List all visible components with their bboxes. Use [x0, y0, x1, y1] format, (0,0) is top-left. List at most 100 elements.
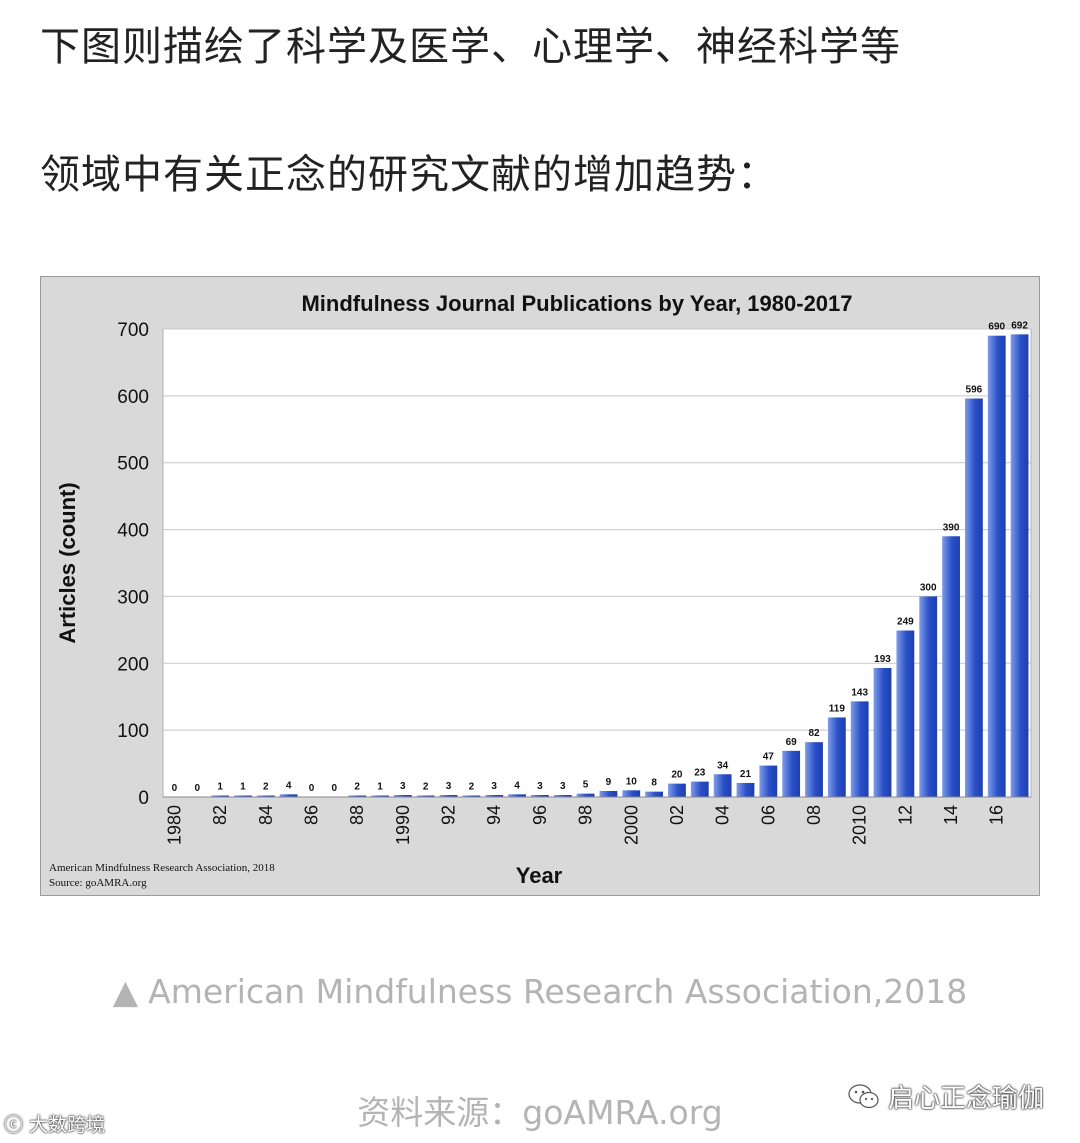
source-note: American Mindfulness Research Associatio…: [49, 862, 275, 874]
bar: [942, 536, 960, 797]
y-tick-label: 400: [117, 521, 149, 542]
bar-value-label: 69: [786, 737, 798, 748]
bar-value-label: 300: [920, 582, 937, 593]
y-tick-label: 700: [117, 320, 149, 341]
bar-value-label: 34: [717, 760, 729, 771]
bar-value-label: 9: [606, 777, 612, 788]
bar-value-label: 0: [309, 783, 315, 794]
bar: [759, 765, 778, 797]
bar-value-label: 390: [943, 522, 960, 533]
bar: [964, 398, 983, 797]
bar-value-label: 596: [966, 385, 983, 396]
bar-value-label: 193: [874, 654, 891, 665]
bar-value-label: 0: [332, 783, 338, 794]
bar: [371, 795, 389, 797]
watermark-right-text: 启心正念瑜伽: [887, 1084, 1044, 1114]
bar-value-label: 143: [851, 687, 868, 698]
bar: [645, 791, 664, 797]
bar: [782, 750, 801, 797]
y-tick-label: 600: [117, 387, 149, 408]
bar: [736, 782, 755, 797]
bar: [919, 596, 938, 797]
bar-value-label: 2: [423, 782, 429, 793]
bar: [393, 794, 412, 797]
bar: [462, 795, 481, 797]
bar: [508, 794, 526, 797]
bar-value-label: 82: [808, 728, 820, 739]
bar: [416, 795, 435, 797]
source-note: Source: goAMRA.org: [49, 877, 147, 889]
bar-value-label: 3: [446, 781, 452, 792]
bar-value-label: 23: [694, 768, 706, 779]
bar-value-label: 0: [194, 783, 200, 794]
bar-value-label: 47: [763, 752, 775, 763]
bar: [256, 795, 275, 797]
watermark-right: 启心正念瑜伽: [848, 1078, 1044, 1115]
bar-chart: 0 100 200 300 400 500 600 700 Mindfulness Journa…: [40, 276, 1040, 896]
bar-value-label: 5: [583, 780, 589, 791]
x-tick-label: 1980: [164, 805, 184, 845]
bar-value-label: 20: [671, 770, 683, 781]
bar-value-label: 249: [897, 617, 914, 628]
bar: [987, 335, 1006, 797]
x-tick-label: 1990: [393, 805, 413, 845]
x-tick-label: 16: [987, 805, 1007, 825]
x-tick-label: 94: [484, 805, 504, 825]
bar-value-label: 1: [240, 782, 246, 793]
bar-value-label: 1: [377, 782, 383, 793]
bar-value-label: 3: [537, 781, 543, 792]
bar: [234, 795, 252, 797]
x-tick-label: 2010: [850, 805, 870, 845]
y-tick-label: 100: [117, 721, 149, 742]
bar: [211, 795, 230, 797]
y-tick-label: 300: [117, 587, 149, 608]
x-tick-label: 92: [439, 805, 459, 825]
y-tick-label: 500: [117, 454, 149, 475]
bar: [485, 794, 504, 797]
wechat-icon: [848, 1083, 879, 1108]
bar-value-label: 4: [286, 780, 292, 791]
bar-value-label: 21: [740, 769, 752, 780]
bar: [827, 717, 846, 797]
x-tick-label: 02: [667, 805, 687, 825]
x-tick-label: 04: [713, 805, 733, 825]
bar-value-label: 1: [217, 782, 223, 793]
bar-value-label: 119: [829, 703, 846, 714]
bar-value-label: 4: [514, 780, 520, 791]
bar: [873, 667, 892, 797]
bar: [850, 701, 869, 797]
x-axis-label: Year: [516, 863, 563, 888]
x-tick-label: 06: [758, 805, 778, 825]
chart-title: Mindfulness Journal Publications by Year…: [301, 291, 852, 316]
x-tick-label: 86: [301, 805, 321, 825]
x-tick-label: 12: [895, 805, 915, 825]
x-tick-label: 98: [576, 805, 596, 825]
bar: [599, 790, 618, 797]
bar-value-label: 3: [560, 781, 566, 792]
x-tick-label: 82: [210, 805, 230, 825]
bar-value-label: 3: [400, 781, 406, 792]
figure-caption: ▲ American Mindfulness Research Associati…: [0, 972, 1080, 1011]
bar-value-label: 0: [172, 783, 178, 794]
bar: [530, 794, 549, 797]
x-tick-label: 84: [256, 805, 276, 825]
bar: [805, 742, 823, 797]
bar-value-label: 10: [626, 776, 638, 787]
bar-value-label: 3: [491, 781, 497, 792]
bar: [668, 783, 686, 797]
y-axis-label: Articles (count): [55, 482, 80, 643]
bar-value-label: 2: [354, 782, 360, 793]
x-tick-label: 2000: [621, 805, 641, 845]
x-tick-label: 08: [804, 805, 824, 825]
bar-value-label: 692: [1011, 320, 1028, 331]
triangle-up-icon: ▲: [112, 972, 139, 1011]
bar-value-label: 2: [263, 782, 269, 793]
bar-value-label: 690: [988, 322, 1005, 333]
bar: [553, 794, 572, 797]
heading-line-1: 下图则描绘了科学及医学、心理学、神经科学等: [40, 24, 901, 70]
x-tick-label: 96: [530, 805, 550, 825]
x-tick-label: 88: [347, 805, 367, 825]
caption-text: American Mindfulness Research Associatio…: [148, 972, 968, 1011]
bar-value-label: 2: [469, 782, 475, 793]
